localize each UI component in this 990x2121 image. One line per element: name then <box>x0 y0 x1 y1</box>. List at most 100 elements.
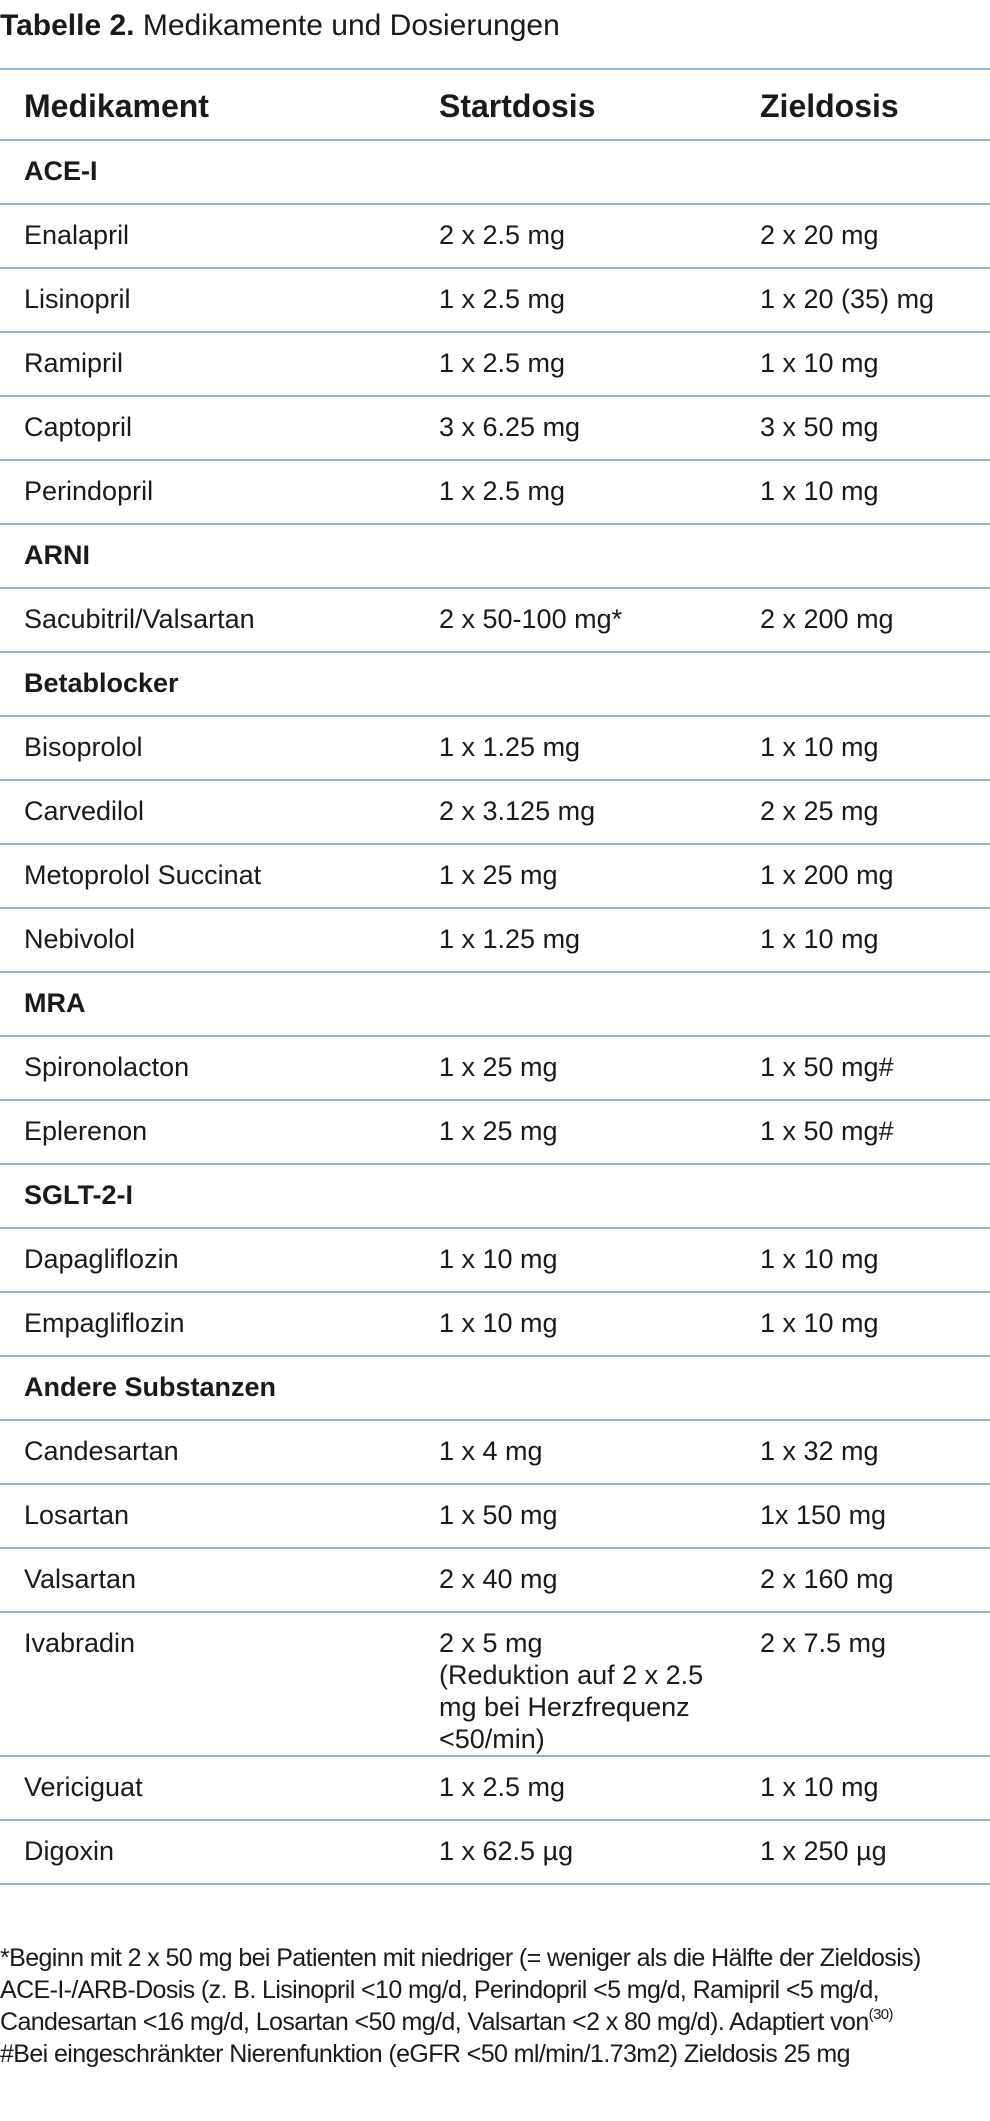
cell-startdosis: 1 x 25 mg <box>417 1036 742 1101</box>
cell-zieldosis: 1x 150 mg <box>742 1484 990 1549</box>
group-name: ACE-I <box>0 140 990 205</box>
table-header-row: Medikament Startdosis Zieldosis <box>0 69 990 141</box>
cell-zieldosis: 1 x 10 mg <box>742 460 990 525</box>
group-header-row: MRA <box>0 972 990 1037</box>
cell-medikament: Carvedilol <box>0 780 417 845</box>
table-row: Bisoprolol 1 x 1.25 mg 1 x 10 mg <box>0 716 990 781</box>
cell-medikament: Ramipril <box>0 332 417 397</box>
cell-medikament: Digoxin <box>0 1820 417 1885</box>
caption-title: Medikamente und Dosierungen <box>134 9 560 42</box>
group-name: Andere Substanzen <box>0 1356 990 1421</box>
group-header-row: SGLT-2-I <box>0 1164 990 1229</box>
reference-number: (30) <box>868 2006 894 2023</box>
cell-zieldosis: 1 x 50 mg# <box>742 1036 990 1101</box>
cell-zieldosis: 1 x 10 mg <box>742 908 990 973</box>
cell-startdosis: 1 x 50 mg <box>417 1484 742 1549</box>
cell-startdosis: 2 x 5 mg (Reduktion auf 2 x 2.5 mg bei H… <box>417 1612 742 1757</box>
cell-startdosis: 1 x 10 mg <box>417 1228 742 1293</box>
cell-medikament: Metoprolol Succinat <box>0 844 417 909</box>
cell-zieldosis: 1 x 10 mg <box>742 1292 990 1357</box>
cell-startdosis: 3 x 6.25 mg <box>417 396 742 461</box>
group-name: Betablocker <box>0 652 990 717</box>
cell-zieldosis: 2 x 7.5 mg <box>742 1612 990 1757</box>
cell-zieldosis: 1 x 200 mg <box>742 844 990 909</box>
cell-medikament: Empagliflozin <box>0 1292 417 1357</box>
table-row: Carvedilol 2 x 3.125 mg 2 x 25 mg <box>0 780 990 845</box>
table-row: Dapagliflozin 1 x 10 mg 1 x 10 mg <box>0 1228 990 1293</box>
table-row: Captopril 3 x 6.25 mg 3 x 50 mg <box>0 396 990 461</box>
table-caption: Tabelle 2. Medikamente und Dosierungen <box>0 6 560 46</box>
table-row: Empagliflozin 1 x 10 mg 1 x 10 mg <box>0 1292 990 1357</box>
cell-startdosis: 1 x 25 mg <box>417 844 742 909</box>
cell-medikament: Nebivolol <box>0 908 417 973</box>
cell-startdosis: 1 x 2.5 mg <box>417 268 742 333</box>
cell-startdosis: 1 x 10 mg <box>417 1292 742 1357</box>
table-row: Valsartan 2 x 40 mg 2 x 160 mg <box>0 1548 990 1613</box>
footnote-text: Candesartan <16 mg/d, Losartan <50 mg/d,… <box>0 2008 869 2036</box>
cell-medikament: Valsartan <box>0 1548 417 1613</box>
cell-medikament: Dapagliflozin <box>0 1228 417 1293</box>
table-row: Ramipril 1 x 2.5 mg 1 x 10 mg <box>0 332 990 397</box>
footnote-line: #Bei eingeschränkter Nierenfunktion (eGF… <box>0 2040 851 2068</box>
cell-startdosis: 2 x 2.5 mg <box>417 204 742 269</box>
header-startdosis: Startdosis <box>417 69 742 141</box>
group-header-row: ACE-I <box>0 140 990 205</box>
table-row: Lisinopril 1 x 2.5 mg 1 x 20 (35) mg <box>0 268 990 333</box>
table-row: Eplerenon 1 x 25 mg 1 x 50 mg# <box>0 1100 990 1165</box>
footnotes: *Beginn mit 2 x 50 mg bei Patienten mit … <box>0 1942 990 2070</box>
cell-medikament: Bisoprolol <box>0 716 417 781</box>
group-name: SGLT-2-I <box>0 1164 990 1229</box>
cell-zieldosis: 3 x 50 mg <box>742 396 990 461</box>
group-header-row: ARNI <box>0 524 990 589</box>
cell-medikament: Vericiguat <box>0 1756 417 1821</box>
table-row: Digoxin 1 x 62.5 µg 1 x 250 µg <box>0 1820 990 1885</box>
cell-medikament: Enalapril <box>0 204 417 269</box>
table-row: Losartan 1 x 50 mg 1x 150 mg <box>0 1484 990 1549</box>
cell-medikament: Sacubitril/Valsartan <box>0 588 417 653</box>
cell-startdosis: 1 x 2.5 mg <box>417 460 742 525</box>
cell-startdosis: 1 x 1.25 mg <box>417 908 742 973</box>
cell-zieldosis: 1 x 10 mg <box>742 332 990 397</box>
cell-zieldosis: 2 x 200 mg <box>742 588 990 653</box>
cell-startdosis: 1 x 62.5 µg <box>417 1820 742 1885</box>
cell-medikament: Perindopril <box>0 460 417 525</box>
cell-medikament: Eplerenon <box>0 1100 417 1165</box>
table-row: Metoprolol Succinat 1 x 25 mg 1 x 200 mg <box>0 844 990 909</box>
group-name: ARNI <box>0 524 990 589</box>
cell-startdosis: 1 x 2.5 mg <box>417 332 742 397</box>
group-header-row: Betablocker <box>0 652 990 717</box>
cell-startdosis: 2 x 3.125 mg <box>417 780 742 845</box>
cell-zieldosis: 1 x 50 mg# <box>742 1100 990 1165</box>
cell-zieldosis: 1 x 20 (35) mg <box>742 268 990 333</box>
caption-label: Tabelle 2. <box>0 9 135 42</box>
medication-table: Medikament Startdosis Zieldosis ACE-I Ena… <box>0 68 990 1885</box>
cell-medikament: Spironolacton <box>0 1036 417 1101</box>
header-medikament: Medikament <box>0 69 417 141</box>
footnote-line: *Beginn mit 2 x 50 mg bei Patienten mit … <box>0 1944 921 1972</box>
cell-zieldosis: 1 x 10 mg <box>742 1228 990 1293</box>
footnote-line: ACE-I-/ARB-Dosis (z. B. Lisinopril <10 m… <box>0 1976 880 2004</box>
table-row: Sacubitril/Valsartan 2 x 50-100 mg* 2 x 20… <box>0 588 990 653</box>
table-row: Enalapril 2 x 2.5 mg 2 x 20 mg <box>0 204 990 269</box>
cell-zieldosis: 1 x 250 µg <box>742 1820 990 1885</box>
cell-startdosis: 2 x 50-100 mg* <box>417 588 742 653</box>
header-zieldosis: Zieldosis <box>742 69 990 141</box>
table-row: Ivabradin 2 x 5 mg (Reduktion auf 2 x 2.5… <box>0 1612 990 1757</box>
cell-medikament: Candesartan <box>0 1420 417 1485</box>
cell-zieldosis: 2 x 160 mg <box>742 1548 990 1613</box>
cell-startdosis: 1 x 1.25 mg <box>417 716 742 781</box>
table-row: Spironolacton 1 x 25 mg 1 x 50 mg# <box>0 1036 990 1101</box>
cell-medikament: Losartan <box>0 1484 417 1549</box>
cell-zieldosis: 2 x 20 mg <box>742 204 990 269</box>
cell-startdosis: 1 x 25 mg <box>417 1100 742 1165</box>
table-row: Nebivolol 1 x 1.25 mg 1 x 10 mg <box>0 908 990 973</box>
table-row: Perindopril 1 x 2.5 mg 1 x 10 mg <box>0 460 990 525</box>
cell-startdosis: 1 x 2.5 mg <box>417 1756 742 1821</box>
cell-zieldosis: 1 x 10 mg <box>742 716 990 781</box>
cell-zieldosis: 2 x 25 mg <box>742 780 990 845</box>
group-name: MRA <box>0 972 990 1037</box>
cell-zieldosis: 1 x 10 mg <box>742 1756 990 1821</box>
cell-zieldosis: 1 x 32 mg <box>742 1420 990 1485</box>
table-body: ACE-I Enalapril 2 x 2.5 mg 2 x 20 mg Lisinop… <box>0 140 990 1885</box>
table-row: Candesartan 1 x 4 mg 1 x 32 mg <box>0 1420 990 1485</box>
